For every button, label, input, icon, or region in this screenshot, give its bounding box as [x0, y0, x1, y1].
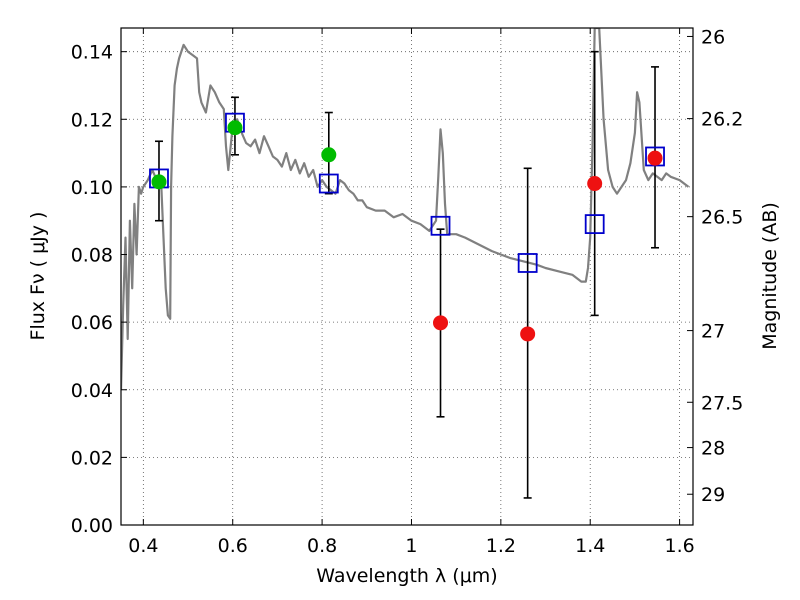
x-axis-label: Wavelength λ (μm)	[316, 565, 497, 587]
y-tick-label: 0.00	[71, 515, 113, 537]
right-tick-label: 27	[701, 321, 725, 343]
observed-flux-point	[647, 150, 663, 166]
x-tick-label: 1	[405, 535, 417, 557]
plot-area	[121, 28, 690, 499]
x-tick-label: 0.8	[307, 535, 337, 557]
y-tick-label: 0.06	[71, 312, 113, 334]
y-tick-label: 0.08	[71, 245, 113, 267]
right-tick-label: 26.2	[701, 109, 743, 131]
observed-flux-point	[587, 176, 603, 192]
right-tick-label: 29	[701, 484, 725, 506]
x-tick-label: 1.2	[486, 535, 516, 557]
right-axis-label: Magnitude (AB)	[759, 202, 781, 350]
y-tick-label: 0.10	[71, 177, 113, 199]
model-photometry-box	[318, 173, 339, 194]
x-tick-label: 1.6	[664, 535, 694, 557]
y-tick-label: 0.02	[71, 447, 113, 469]
observed-flux-point	[321, 147, 337, 163]
observed-flux-point	[433, 315, 449, 331]
x-tick-label: 0.4	[128, 535, 158, 557]
right-tick-label: 27.5	[701, 392, 743, 414]
y-tick-label: 0.12	[71, 109, 113, 131]
axis-ticks: 0.4 0.6 0.8 1 1.2 1.4 1.6 0.00 0.02 0.04 0.06 0.08 0…	[71, 26, 744, 557]
observed-flux-point	[520, 326, 536, 342]
y-tick-label: 0.04	[71, 380, 113, 402]
x-tick-label: 0.6	[218, 535, 248, 557]
plot-frame	[120, 27, 694, 526]
y-tick-label: 0.14	[71, 42, 113, 64]
observed-flux-point	[151, 174, 167, 190]
y-axis-label: Flux Fν ( μJy )	[27, 212, 49, 341]
x-tick-label: 1.4	[575, 535, 605, 557]
right-tick-label: 26.5	[701, 207, 743, 229]
observed-flux-point	[227, 120, 243, 136]
model-photometry-box	[517, 253, 538, 273]
right-tick-label: 26	[701, 26, 725, 48]
right-tick-label: 28	[701, 438, 725, 460]
model-photometry-box	[584, 214, 605, 234]
model-photometry-box	[430, 215, 451, 236]
